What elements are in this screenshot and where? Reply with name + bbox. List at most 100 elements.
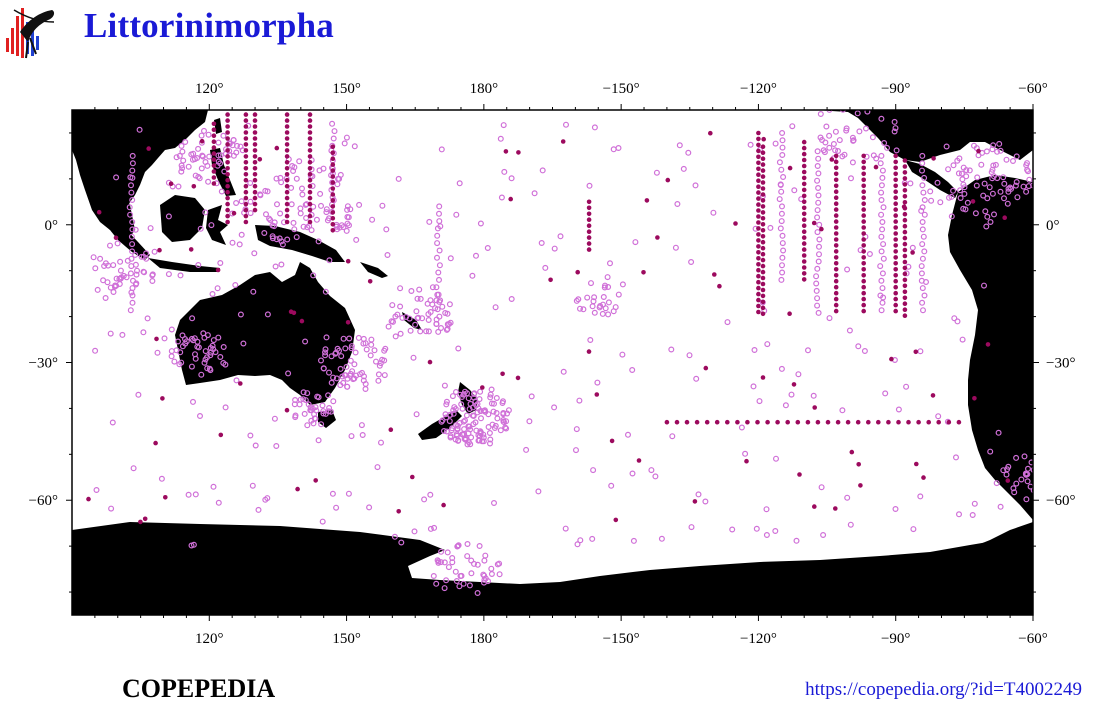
open-record-marker	[363, 346, 370, 353]
filled-record-marker	[760, 275, 766, 281]
open-record-marker	[632, 239, 639, 246]
open-record-marker	[414, 295, 421, 302]
open-record-marker	[868, 96, 873, 101]
open-record-marker	[442, 411, 449, 418]
filled-record-marker	[427, 359, 433, 365]
open-record-marker	[325, 392, 332, 399]
filled-record-marker	[861, 171, 866, 177]
filled-record-marker	[704, 419, 710, 425]
filled-record-marker	[500, 371, 505, 377]
open-record-marker	[629, 367, 636, 374]
open-record-marker	[474, 409, 481, 416]
open-record-marker	[437, 223, 444, 230]
filled-record-marker	[243, 219, 249, 225]
open-record-marker	[269, 233, 276, 240]
open-record-marker	[419, 315, 426, 322]
open-record-marker	[528, 393, 535, 400]
open-record-marker	[1042, 471, 1047, 476]
open-record-marker	[958, 170, 965, 177]
filled-record-marker	[636, 458, 642, 463]
open-record-marker	[575, 296, 582, 303]
open-record-marker	[814, 177, 821, 184]
filled-record-marker	[756, 309, 761, 315]
left-latitude-label: 0°	[45, 218, 59, 234]
source-url-link[interactable]: https://copepedia.org/?id=T4002249	[805, 679, 1082, 700]
open-record-marker	[487, 436, 494, 443]
open-record-marker	[473, 252, 480, 259]
bottom-longitude-label: −120°	[740, 631, 777, 647]
open-record-marker	[322, 288, 329, 295]
filled-record-marker	[861, 302, 866, 308]
filled-record-marker	[801, 229, 807, 234]
filled-record-marker	[330, 156, 336, 161]
open-record-marker	[997, 147, 1004, 154]
open-record-marker	[384, 252, 391, 259]
open-record-marker	[474, 589, 481, 596]
open-record-marker	[562, 121, 569, 128]
open-record-marker	[820, 531, 827, 538]
filled-record-marker	[902, 307, 908, 313]
filled-record-marker	[760, 186, 766, 191]
filled-record-marker	[893, 153, 898, 159]
filled-record-marker	[797, 472, 802, 477]
open-record-marker	[319, 518, 326, 525]
filled-record-marker	[586, 223, 592, 228]
open-record-marker	[338, 353, 345, 360]
filled-record-marker	[889, 356, 894, 362]
open-record-marker	[328, 353, 335, 360]
open-record-marker	[188, 363, 195, 370]
open-record-marker	[333, 223, 340, 230]
open-record-marker	[919, 152, 926, 159]
filled-record-marker	[760, 287, 766, 293]
filled-record-marker	[815, 419, 821, 425]
open-record-marker	[814, 163, 821, 170]
open-record-marker	[724, 319, 731, 326]
open-record-marker	[945, 194, 952, 201]
open-record-marker	[1010, 485, 1017, 492]
open-record-marker	[879, 270, 886, 277]
open-record-marker	[950, 187, 957, 194]
filled-record-marker	[801, 217, 807, 222]
filled-record-marker	[756, 148, 761, 154]
open-record-marker	[168, 353, 175, 360]
open-record-marker	[966, 167, 973, 174]
filled-record-marker	[970, 199, 976, 204]
open-record-marker	[779, 144, 786, 151]
open-record-marker	[319, 402, 326, 409]
open-record-marker	[345, 214, 352, 221]
open-record-marker	[498, 194, 505, 201]
open-record-marker	[346, 335, 353, 342]
filled-record-marker	[760, 251, 766, 257]
open-record-marker	[535, 488, 542, 495]
filled-record-marker	[893, 243, 898, 248]
open-record-marker	[214, 285, 221, 292]
open-record-marker	[596, 304, 603, 311]
open-record-marker	[672, 244, 679, 251]
filled-record-marker	[756, 250, 761, 255]
open-record-marker	[385, 323, 392, 330]
open-record-marker	[343, 363, 350, 370]
open-record-marker	[591, 294, 598, 301]
filled-record-marker	[855, 419, 861, 425]
filled-record-marker	[791, 382, 797, 387]
open-record-marker	[928, 197, 935, 204]
open-record-marker	[989, 190, 996, 197]
open-record-marker	[342, 345, 349, 352]
open-record-marker	[459, 431, 466, 438]
open-record-marker	[196, 175, 203, 182]
open-record-marker	[810, 392, 817, 399]
filled-record-marker	[313, 478, 319, 483]
open-record-marker	[324, 217, 331, 224]
open-record-marker	[391, 533, 398, 540]
top-longitude-label: −90°	[881, 81, 910, 97]
filled-record-marker	[252, 124, 258, 129]
filled-record-marker	[902, 313, 908, 319]
filled-record-marker	[833, 225, 839, 230]
open-record-marker	[477, 408, 484, 415]
filled-record-marker	[760, 375, 766, 380]
open-record-marker	[826, 110, 833, 113]
filled-record-marker	[756, 130, 761, 136]
open-record-marker	[233, 377, 240, 384]
open-record-marker	[539, 167, 546, 174]
